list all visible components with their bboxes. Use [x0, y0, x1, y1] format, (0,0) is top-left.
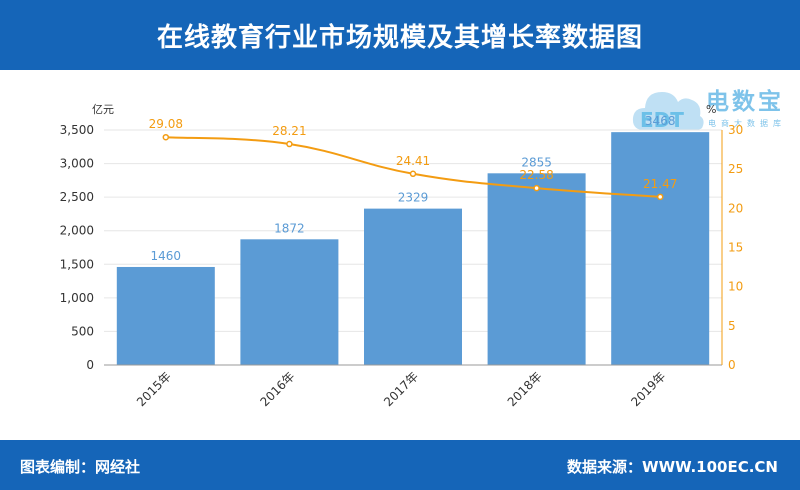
line-value-label: 28.21 — [272, 124, 306, 138]
y-left-tick-label: 1,500 — [60, 257, 94, 271]
x-tick-label: 2019年 — [628, 369, 668, 409]
header-bar: 在线教育行业市场规模及其增长率数据图 — [0, 0, 800, 70]
cloud-logo-icon: EDT — [632, 92, 704, 132]
y-left-tick-label: 0 — [86, 358, 94, 372]
logo-mark-text: EDT — [640, 108, 684, 132]
line-value-label: 29.08 — [149, 117, 183, 131]
x-tick-label: 2016年 — [258, 369, 298, 409]
logo-subtitle: 电商大数据库 — [708, 119, 786, 128]
line-value-label: 22.58 — [519, 168, 553, 182]
y-right-tick-label: 20 — [728, 201, 743, 215]
bar — [611, 132, 710, 365]
bar-value-label: 3468 — [645, 114, 676, 128]
bar — [240, 239, 339, 365]
watermark-logo: EDT 电数宝 电商大数据库 — [630, 78, 795, 138]
combo-chart: 1460 1872 2329 2855 3468 29.08 28.21 24.41 22.5… — [60, 103, 744, 409]
y-left-tick-label: 2,000 — [60, 224, 94, 238]
y-left-tick-label: 1,000 — [60, 291, 94, 305]
y-right-tick-label: 25 — [728, 162, 743, 176]
footer-bar: 图表编制：网经社 数据来源：WWW.100EC.CN — [0, 440, 800, 490]
x-tick-label: 2017年 — [381, 369, 421, 409]
y-left-tick-label: 3,000 — [60, 157, 94, 171]
line-point — [409, 170, 417, 178]
bar-value-label: 2855 — [521, 155, 552, 169]
line-value-label: 21.47 — [643, 177, 677, 191]
y-right-unit-label: % — [706, 103, 716, 116]
y-right-tick-label: 5 — [728, 319, 736, 333]
line-point — [286, 140, 293, 148]
y-left-tick-label: 3,500 — [60, 123, 94, 137]
y-left-unit-label: 亿元 — [92, 103, 114, 116]
line-point — [533, 184, 540, 192]
bar — [487, 173, 586, 365]
footer-source: 数据来源：WWW.100EC.CN — [567, 458, 778, 476]
growth-line-series: 29.08 28.21 24.41 22.58 21.47 — [149, 117, 677, 201]
line-value-label: 24.41 — [396, 154, 430, 168]
bar-value-label: 1872 — [274, 221, 305, 235]
x-tick-label: 2015年 — [134, 369, 174, 409]
x-tick-label: 2018年 — [505, 369, 545, 409]
y-right-tick-label: 15 — [728, 241, 743, 255]
bar-value-label: 2329 — [398, 191, 429, 205]
bar-value-label: 1460 — [151, 249, 182, 263]
footer-compiler: 图表编制：网经社 — [20, 458, 141, 476]
y-left-tick-label: 500 — [71, 324, 94, 338]
line-point — [162, 133, 170, 141]
y-right-tick-label: 10 — [728, 280, 743, 294]
y-left-tick-label: 2,500 — [60, 190, 94, 204]
y-right-tick-label: 0 — [728, 358, 736, 372]
bar — [364, 208, 462, 365]
logo-name: 电数宝 — [706, 89, 784, 115]
y-right-tick-label: 30 — [728, 123, 743, 137]
bar-series: 1460 1872 2329 2855 3468 — [116, 114, 710, 365]
chart-title: 在线教育行业市场规模及其增长率数据图 — [156, 22, 643, 53]
bar — [116, 266, 215, 365]
line-point — [656, 193, 664, 201]
